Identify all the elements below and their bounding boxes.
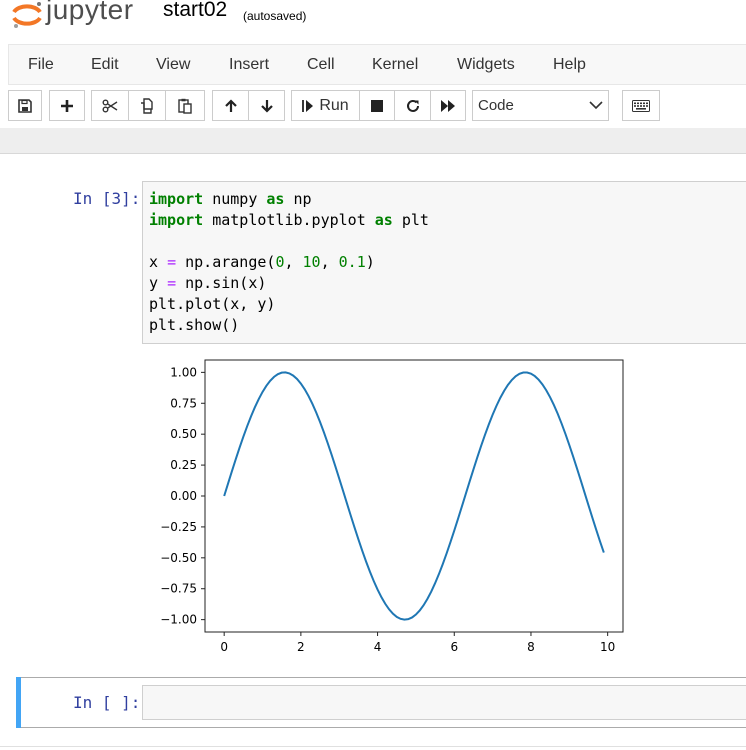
code-token: ) <box>365 253 375 271</box>
move-down-button[interactable] <box>248 90 285 121</box>
x-tick-label: 2 <box>297 640 305 654</box>
copy-button[interactable] <box>128 90 166 121</box>
menu-edit[interactable]: Edit <box>91 56 119 73</box>
code-token: matplotlib.pyplot <box>212 211 366 229</box>
chevron-down-icon <box>589 101 603 110</box>
cut-button[interactable] <box>91 90 129 121</box>
code-token: = <box>167 274 177 292</box>
selected-cell[interactable] <box>21 677 746 728</box>
menu-help[interactable]: Help <box>553 56 586 73</box>
x-tick-label: 8 <box>527 640 535 654</box>
code-token: import <box>149 190 204 208</box>
code-token: as <box>374 211 393 229</box>
y-tick-label: 0.00 <box>170 489 197 503</box>
restart-run-all-button[interactable] <box>430 90 466 121</box>
menu-kernel[interactable]: Kernel <box>372 56 419 73</box>
code-token: = <box>167 253 177 271</box>
x-tick-label: 10 <box>600 640 615 654</box>
code-token: x <box>149 253 159 271</box>
interrupt-button[interactable] <box>359 90 395 121</box>
code-token: np.arange( <box>185 253 276 271</box>
code-line: plt.plot(x, y) <box>149 295 276 313</box>
paste-icon <box>178 98 192 114</box>
paste-button[interactable] <box>165 90 205 121</box>
run-button[interactable]: Run <box>291 90 360 121</box>
restart-icon <box>406 99 419 112</box>
code-token: np.sin(x) <box>185 274 267 292</box>
cell-prompt: In [ ]: <box>73 693 141 712</box>
run-label: Run <box>319 96 349 114</box>
selected-cell-indicator <box>16 677 21 728</box>
y-tick-label: 1.00 <box>170 365 197 379</box>
code-token: 0.1 <box>338 253 366 271</box>
menu-insert[interactable]: Insert <box>229 56 270 73</box>
notebook-header: jupyter start02 (autosaved) <box>0 0 746 44</box>
code-line: import numpy as np <box>149 190 312 208</box>
series-line <box>223 371 605 621</box>
jupyter-wordmark[interactable]: jupyter <box>46 0 134 25</box>
autosave-status: (autosaved) <box>243 9 307 23</box>
restart-button[interactable] <box>394 90 431 121</box>
plus-icon <box>61 99 73 112</box>
code-line: x = np.arange(0, 10, 0.1) <box>149 253 375 271</box>
x-tick-label: 4 <box>374 640 382 654</box>
y-tick-label: −0.75 <box>160 582 197 596</box>
keyboard-icon <box>632 99 650 112</box>
code-token: y <box>149 274 159 292</box>
y-tick-label: −0.25 <box>160 520 197 534</box>
code-input[interactable] <box>142 685 746 720</box>
arrow-up-icon <box>224 98 237 112</box>
code-token: np <box>293 190 312 208</box>
y-tick-label: −0.50 <box>160 551 197 565</box>
save-icon <box>18 98 32 113</box>
y-tick-label: 0.25 <box>170 458 197 472</box>
toolbar: Run Code <box>0 88 746 128</box>
code-token: 0 <box>275 253 285 271</box>
x-tick-label: 6 <box>450 640 458 654</box>
cell-type-value: Code <box>478 97 514 114</box>
y-tick-label: 0.50 <box>170 427 197 441</box>
code-input[interactable]: import numpy as np import matplotlib.pyp… <box>142 181 746 344</box>
code-token: , <box>284 253 303 271</box>
y-tick-label: −1.00 <box>160 613 197 627</box>
run-icon <box>302 99 314 112</box>
menu-widgets[interactable]: Widgets <box>457 56 515 73</box>
code-token: import <box>149 211 204 229</box>
notebook-container-top <box>0 128 746 154</box>
plot-output: 0 2 4 6 8 10 1.00 0.75 0.50 0.25 0.00 −0.25 −0.50 −0.… <box>160 359 624 654</box>
cell-type-select[interactable]: Code <box>472 90 609 121</box>
move-up-button[interactable] <box>212 90 249 121</box>
code-line: plt.show() <box>149 316 240 334</box>
save-button[interactable] <box>8 90 42 121</box>
code-token: plt <box>401 211 429 229</box>
notebook-title[interactable]: start02 <box>163 0 228 21</box>
code-token: 10 <box>302 253 321 271</box>
menubar: File Edit View Insert Cell Kernel Widget… <box>8 44 746 85</box>
insert-cell-button[interactable] <box>49 90 85 121</box>
code-token: numpy <box>212 190 258 208</box>
command-palette-button[interactable] <box>622 90 660 121</box>
jupyter-logo-icon[interactable] <box>10 0 46 36</box>
cell-prompt: In [3]: <box>73 189 141 208</box>
code-token: , <box>320 253 339 271</box>
arrow-down-icon <box>260 99 273 113</box>
y-tick-label: 0.75 <box>170 396 197 410</box>
code-line: import matplotlib.pyplot as plt <box>149 211 429 229</box>
x-tick-label: 0 <box>220 640 228 654</box>
plot-axes-frame <box>204 359 624 633</box>
fast-forward-icon <box>441 99 455 112</box>
code-line: y = np.sin(x) <box>149 274 266 292</box>
menu-file[interactable]: File <box>28 56 54 73</box>
code-token: as <box>266 190 285 208</box>
stop-icon <box>371 99 383 112</box>
menu-cell[interactable]: Cell <box>307 56 335 73</box>
notebook-bottom-border <box>0 746 746 747</box>
menu-view[interactable]: View <box>156 56 191 73</box>
cut-icon <box>102 99 118 112</box>
copy-icon <box>141 97 153 114</box>
